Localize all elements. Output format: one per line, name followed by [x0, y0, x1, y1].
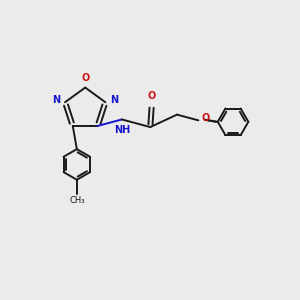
Text: N: N — [110, 95, 118, 105]
Text: NH: NH — [114, 125, 130, 135]
Text: O: O — [148, 91, 156, 100]
Text: N: N — [52, 95, 60, 105]
Text: O: O — [82, 73, 90, 83]
Text: O: O — [202, 113, 210, 123]
Text: CH₃: CH₃ — [69, 196, 85, 205]
